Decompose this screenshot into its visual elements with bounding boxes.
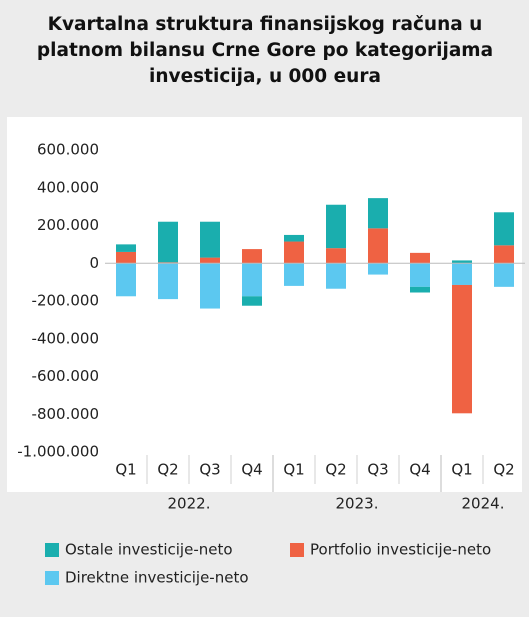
legend-label: Ostale investicije-neto (65, 541, 233, 559)
bar (158, 263, 178, 300)
bar (326, 248, 346, 264)
bar (116, 251, 136, 264)
bar (494, 212, 514, 246)
group-label: 2024. (462, 495, 505, 513)
x-tick-label: Q1 (283, 461, 304, 479)
x-tick-label: Q1 (451, 461, 472, 479)
x-tick-label: Q2 (325, 461, 346, 479)
x-tick-label: Q1 (115, 461, 136, 479)
bar (452, 284, 472, 414)
bar (200, 263, 220, 309)
bar (116, 244, 136, 252)
chart-title: Kvartalna struktura finansijskog računa … (36, 14, 494, 87)
legend-swatch (45, 571, 59, 585)
bar (452, 263, 472, 285)
bar (410, 286, 430, 293)
y-tick-label: 200.000 (37, 216, 99, 234)
y-tick-label: -600.000 (32, 367, 99, 385)
x-tick-label: Q3 (367, 461, 388, 479)
bar (116, 263, 136, 297)
legend-label: Direktne investicije-neto (65, 569, 249, 587)
bar (284, 241, 304, 264)
bar (326, 263, 346, 289)
y-tick-label: 600.000 (37, 141, 99, 159)
bar (494, 263, 514, 287)
y-tick-label: -400.000 (32, 329, 99, 347)
group-label: 2023. (336, 495, 379, 513)
bar (284, 263, 304, 286)
y-tick-label: -800.000 (32, 405, 99, 423)
bar (368, 198, 388, 229)
group-label: 2022. (168, 495, 211, 513)
bar (242, 296, 262, 306)
bar (284, 234, 304, 242)
bar (326, 204, 346, 249)
bar (368, 228, 388, 264)
y-tick-label: -1.000.000 (17, 443, 99, 461)
bar (452, 260, 472, 264)
bar (368, 263, 388, 275)
bar (200, 221, 220, 258)
bar (200, 257, 220, 264)
bar (242, 249, 262, 264)
bar (410, 252, 430, 264)
x-tick-label: Q2 (493, 461, 514, 479)
bar (410, 263, 430, 287)
plot-panel (7, 117, 522, 492)
y-tick-label: 0 (89, 254, 99, 272)
x-tick-label: Q4 (409, 461, 430, 479)
legend-label: Portfolio investicije-neto (310, 541, 491, 559)
legend-swatch (290, 543, 304, 557)
y-tick-label: 400.000 (37, 178, 99, 196)
bar (494, 245, 514, 264)
x-tick-label: Q3 (199, 461, 220, 479)
bar (242, 263, 262, 297)
y-tick-label: -200.000 (32, 292, 99, 310)
legend-swatch (45, 543, 59, 557)
bar (158, 221, 178, 263)
x-tick-label: Q4 (241, 461, 262, 479)
x-tick-label: Q2 (157, 461, 178, 479)
